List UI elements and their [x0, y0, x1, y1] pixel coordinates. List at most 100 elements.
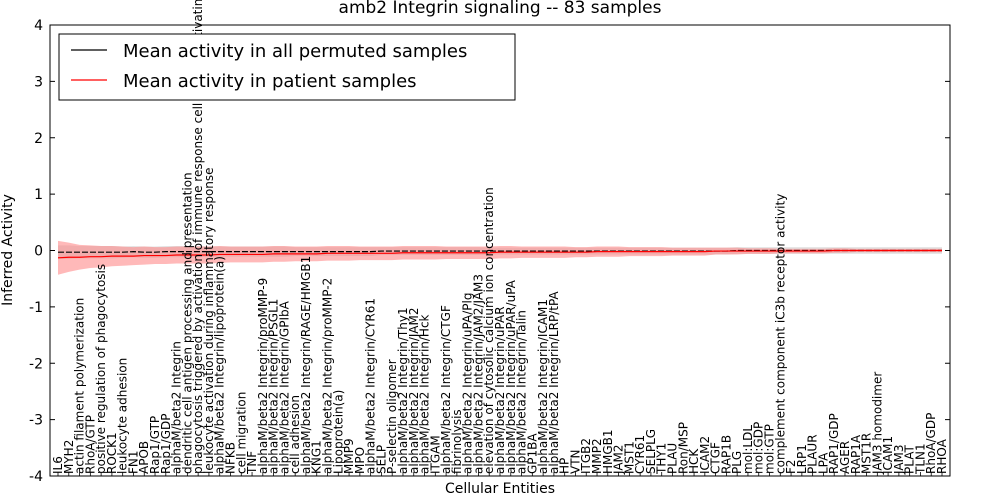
- entity-label: ROCK1: [105, 432, 119, 474]
- entity-label: cell migration: [234, 392, 248, 474]
- y-tick-label: 2: [34, 131, 43, 147]
- entity-label: dendritic cell antigen processing and pr…: [180, 172, 194, 474]
- entity-label: phagocytosis triggered by activation of …: [191, 0, 205, 474]
- entity-label: actin filament polymerization: [73, 298, 87, 474]
- entity-label: FN1: [126, 450, 140, 474]
- entity-label: ICAM2: [698, 436, 712, 474]
- chart-title: amb2 Integrin signaling -- 83 samples: [339, 0, 662, 18]
- entity-label: alphaM/beta2 Integrin/Talin: [515, 310, 529, 474]
- entity-label: AGER: [838, 441, 852, 474]
- entity-label: Lipoprotein(a): [331, 390, 345, 474]
- entity-label: ICAM1: [881, 436, 895, 474]
- entity-label: Ron/MSP: [676, 422, 690, 474]
- entity-label: HCK: [687, 448, 701, 474]
- y-tick-label: 4: [34, 18, 43, 34]
- y-tick-label: -4: [29, 469, 43, 485]
- entity-label: RAP1/GDP: [827, 413, 841, 474]
- entity-label: HP: [558, 458, 572, 474]
- entity-label: P-selectin oligomer: [385, 359, 399, 474]
- entity-label: Rap1/GDP: [159, 414, 173, 475]
- entity-label: alphaM/beta2 Integrin/lipoprotein(a): [213, 256, 227, 474]
- legend-label-permuted: Mean activity in all permuted samples: [123, 41, 467, 62]
- entity-label: IL6: [51, 456, 65, 474]
- entity-label: fibrinolysis: [450, 409, 464, 474]
- y-tick-label: 3: [34, 74, 43, 90]
- entity-label: leukocyte adhesion: [116, 358, 130, 474]
- entity-label: TNF: [245, 451, 259, 475]
- entity-label: alphaM/beta2 Integrin/LRP/tPA: [547, 291, 561, 474]
- entity-label: PLAU: [665, 443, 679, 474]
- entity-label: alphaM/beta2 Integrin/PSGL1: [267, 299, 281, 474]
- entity-label: RAP1A: [849, 434, 863, 474]
- plot-frame: [49, 24, 951, 477]
- entity-label: NFKB: [223, 442, 237, 474]
- entity-label: PLG: [730, 451, 744, 474]
- legend: Mean activity in all permuted samples Me…: [58, 33, 516, 101]
- x-axis-label: Cellular Entities: [445, 481, 555, 497]
- y-axis-label: Inferred Activity: [0, 194, 16, 306]
- entity-label: leukocyte activation during inflammatory…: [202, 167, 216, 474]
- entity-label: alphaM/beta2 Integrin/RAGE/HMGB1: [299, 256, 313, 474]
- entity-label: alphaM/beta2 Integrin/Thy1: [396, 307, 410, 474]
- entity-label: LPA: [816, 452, 830, 474]
- y-tick-label: 1: [34, 187, 43, 203]
- entity-label: JAM2: [612, 444, 626, 475]
- entity-label: alphaM/beta2 Integrin/GPIbA: [277, 300, 291, 474]
- entity-label: mol:LDL: [741, 425, 755, 474]
- entity-label: F2: [784, 459, 798, 474]
- y-tick-label: -3: [29, 413, 43, 429]
- entity-label: alphaM/beta2 Integrin/proMMP-2: [321, 278, 335, 474]
- entity-label: JAM3 homodimer: [870, 372, 884, 475]
- entity-label: ITGB2: [579, 438, 593, 474]
- entity-label: elevation of cytosolic calcium ion conce…: [482, 187, 496, 474]
- entity-label: mol:GTP: [763, 424, 777, 474]
- entity-label: PLAT: [903, 445, 917, 474]
- entity-label: alphaM/beta2 Integrin/uPAR: [493, 306, 507, 474]
- y-ticks: -4 -3 -2 -1 0 1 2 3 4: [29, 18, 950, 485]
- entity-label: RhoA/GTP: [83, 415, 97, 474]
- entity-label: mol:GDP: [752, 422, 766, 474]
- entity-label: TLN1: [913, 443, 927, 475]
- y-tick-label: -1: [29, 300, 43, 316]
- entity-label: Rap1/GTP: [148, 416, 162, 474]
- patient-mean-line: [57, 249, 942, 259]
- entity-label: alphaM/beta2 Integrin/uPA/Plg: [461, 293, 475, 474]
- entity-label: alphaM/beta2 Integrin/CTGF: [439, 305, 453, 474]
- entity-label: MST1R: [860, 433, 874, 474]
- entity-label: MMP2: [590, 438, 604, 474]
- entity-label: alphaM/beta2 Integrin/CYR61: [364, 298, 378, 474]
- entity-label: SELP: [374, 445, 388, 474]
- entity-label: CTGF: [709, 442, 723, 474]
- entity-label: LRP1: [795, 444, 809, 474]
- entity-label: RhoA/GDP: [924, 413, 938, 474]
- entity-label: CYR61: [633, 435, 647, 474]
- entity-label: JAM3: [892, 444, 906, 475]
- x-ticks: [57, 472, 943, 476]
- entity-label: GP1BA: [525, 433, 539, 474]
- entity-label: MYH2: [62, 440, 76, 474]
- entity-label: complement component iC3b receptor activ…: [773, 194, 787, 474]
- y-tick-label: -2: [29, 356, 43, 372]
- entity-label: RAP1B: [719, 435, 733, 474]
- entity-label: cell adhesion: [288, 395, 302, 474]
- entity-label: THY1: [655, 443, 669, 475]
- entity-label: PLAUR: [806, 434, 820, 474]
- legend-label-patient: Mean activity in patient samples: [123, 71, 417, 92]
- entity-label: positive regulation of phagocytosis: [94, 264, 108, 474]
- series-lines: [57, 249, 942, 259]
- patient-spread-band: [58, 240, 942, 275]
- entity-label: alphaM/beta2 Integrin: [170, 341, 184, 474]
- entity-label: alphaM/beta2 Integrin/uPAR/uPA: [504, 279, 518, 474]
- entity-label: alphaM/beta2 Integrin/JAM2/JAM3: [471, 274, 485, 474]
- entity-label: MPO: [353, 447, 367, 474]
- entity-label: MST1: [622, 441, 636, 474]
- legend-box: [58, 33, 516, 101]
- entity-label: APOB: [137, 441, 151, 474]
- entity-label: HMGB1: [601, 429, 615, 474]
- entity-label: alphaM/beta2 Integrin/ICAM1: [536, 299, 550, 474]
- entity-label: alphaM/beta2 Integrin/Hck: [418, 314, 432, 474]
- entity-label: alphaM/beta2 Integrin/JAM2: [407, 308, 421, 474]
- entity-label: alphaM/beta2 Integrin/proMMP-9: [256, 278, 270, 474]
- entity-label: KNG1: [310, 440, 324, 474]
